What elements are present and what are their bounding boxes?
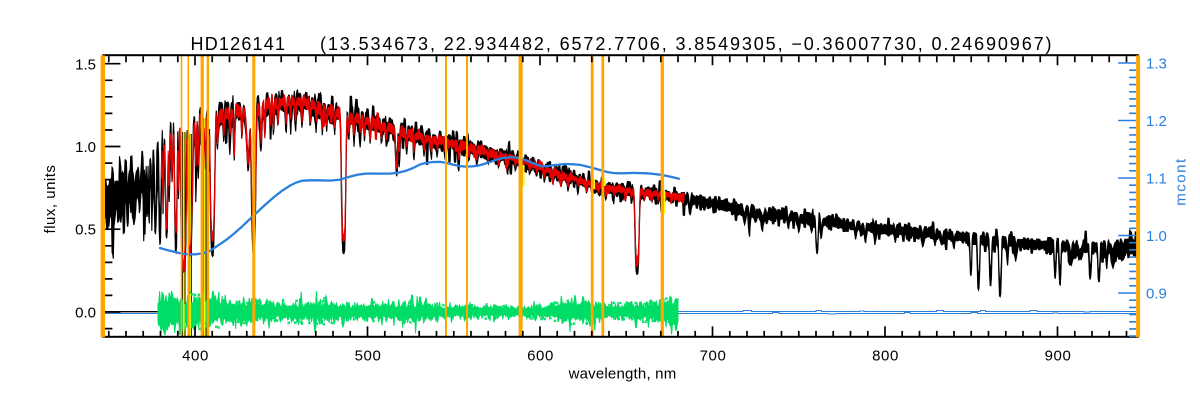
svg-text:400: 400: [182, 348, 209, 365]
svg-text:1.1: 1.1: [1146, 171, 1167, 188]
svg-text:0.9: 0.9: [1146, 286, 1167, 303]
svg-text:1.2: 1.2: [1146, 113, 1167, 130]
svg-text:800: 800: [872, 348, 899, 365]
svg-text:700: 700: [700, 348, 727, 365]
svg-text:1.3: 1.3: [1146, 56, 1167, 73]
svg-text:500: 500: [355, 348, 382, 365]
svg-text:1.5: 1.5: [75, 56, 96, 73]
svg-text:1.0: 1.0: [1146, 228, 1167, 245]
svg-text:0.0: 0.0: [75, 304, 96, 321]
svg-text:600: 600: [527, 348, 554, 365]
svg-text:1.0: 1.0: [75, 139, 96, 156]
svg-text:0.5: 0.5: [75, 222, 96, 239]
svg-text:900: 900: [1045, 348, 1072, 365]
svg-text:HD126141: HD126141: [191, 34, 286, 54]
svg-text:mcont: mcont: [1173, 157, 1190, 205]
svg-text:wavelength, nm: wavelength, nm: [568, 366, 677, 383]
svg-text:flux, units: flux, units: [42, 165, 59, 234]
